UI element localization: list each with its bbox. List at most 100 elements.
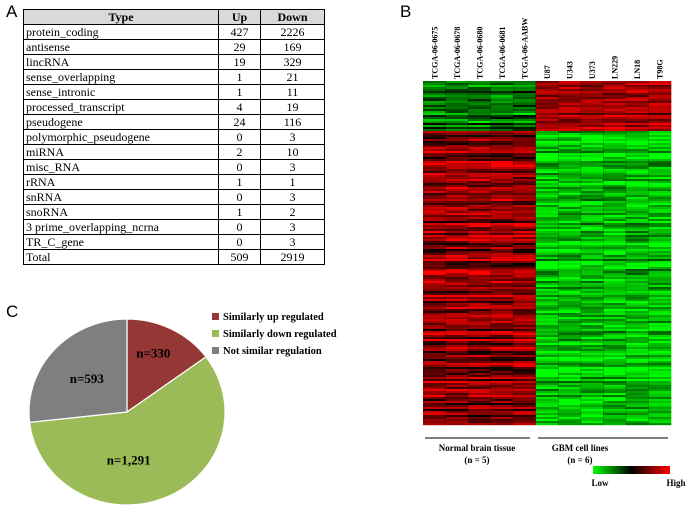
heatmap-cell: [535, 209, 559, 212]
heatmap-cell: [580, 311, 604, 314]
heatmap-cell: [603, 419, 627, 422]
heatmap-cell: [580, 365, 604, 368]
heatmap-cell: [468, 87, 491, 90]
heatmap-cell: [423, 119, 446, 122]
heatmap-cell: [513, 365, 537, 368]
heatmap-cell: [648, 277, 672, 280]
heatmap-cell: [603, 181, 627, 184]
heatmap-cell: [535, 329, 559, 332]
heatmap-cell: [535, 393, 559, 396]
heatmap-cell: [535, 335, 559, 338]
heatmap-cell: [423, 203, 446, 206]
heatmap-cell: [490, 201, 514, 204]
heatmap-cell: [580, 235, 604, 238]
heatmap-cell: [558, 337, 582, 340]
heatmap-cell: [580, 129, 604, 132]
heatmap-cell: [558, 379, 582, 382]
heatmap-cell: [513, 89, 537, 92]
heatmap-cell: [535, 131, 559, 134]
heatmap-cell: [558, 269, 582, 272]
heatmap-cell: [580, 191, 604, 194]
heatmap-cell: [535, 95, 559, 98]
heatmap-cell: [625, 341, 649, 344]
heatmap-cell: [625, 247, 649, 250]
heatmap-cell: [513, 405, 537, 408]
heatmap-cell: [535, 261, 559, 264]
heatmap-cell: [648, 291, 672, 294]
color-scale-bar: [593, 466, 670, 474]
heatmap-cell: [558, 399, 582, 402]
heatmap-cell: [468, 239, 491, 242]
heatmap-cell: [490, 279, 514, 282]
heatmap-cell: [513, 357, 537, 360]
heatmap-cell: [490, 129, 514, 132]
heatmap-cell: [423, 135, 446, 138]
heatmap-cell: [625, 335, 649, 338]
heatmap-cell: [648, 205, 672, 208]
heatmap-cell: [580, 359, 604, 362]
heatmap-cell: [580, 285, 604, 288]
heatmap-cell: [468, 293, 491, 296]
heatmap-cell: [648, 87, 672, 90]
heatmap-cell: [648, 131, 672, 134]
heatmap-cell: [468, 397, 491, 400]
heatmap-cell: [490, 247, 514, 250]
heatmap-cell: [558, 251, 582, 254]
heatmap-cell: [468, 327, 491, 330]
scale-low-label: Low: [591, 478, 609, 488]
heatmap-cell: [558, 217, 582, 220]
heatmap-cell: [423, 321, 446, 324]
heatmap-cell: [490, 391, 514, 394]
heatmap-cell: [513, 177, 537, 180]
heatmap-cell: [580, 333, 604, 336]
heatmap-cell: [625, 409, 649, 412]
heatmap-cell: [648, 383, 672, 386]
heatmap-cell: [648, 127, 672, 130]
heatmap-cell: [580, 357, 604, 360]
heatmap-cell: [490, 387, 514, 390]
heatmap-cell: [580, 185, 604, 188]
heatmap-cell: [423, 237, 446, 240]
heatmap-cell: [558, 201, 582, 204]
heatmap-cell: [535, 221, 559, 224]
heatmap-cell: [625, 219, 649, 222]
heatmap-cell: [423, 403, 446, 406]
heatmap-cell: [580, 255, 604, 258]
heatmap-cell: [423, 345, 446, 348]
heatmap-cell: [558, 277, 582, 280]
heatmap-cell: [468, 85, 491, 88]
heatmap-cell: [468, 341, 491, 344]
heatmap-cell: [625, 423, 649, 426]
table-row: miRNA 2 10: [23, 144, 325, 160]
heatmap-cell: [535, 233, 559, 236]
heatmap-cell: [490, 323, 514, 326]
heatmap-cell: [468, 227, 491, 230]
heatmap-cell: [513, 149, 537, 152]
heatmap-cell: [513, 415, 537, 418]
heatmap-cell: [468, 265, 491, 268]
heatmap-cell: [468, 361, 491, 364]
heatmap-cell: [580, 123, 604, 126]
heatmap-cell: [580, 387, 604, 390]
heatmap-cell: [603, 183, 627, 186]
heatmap-cell: [513, 243, 537, 246]
heatmap-cell: [513, 93, 537, 96]
heatmap-cell: [513, 297, 537, 300]
heatmap-cell: [513, 303, 537, 306]
heatmap-cell: [490, 367, 514, 370]
heatmap-cell: [490, 185, 514, 188]
heatmap-cell: [513, 263, 537, 266]
heatmap-cell: [535, 277, 559, 280]
heatmap-cell: [625, 325, 649, 328]
heatmap-cell: [648, 85, 672, 88]
heatmap-cell: [625, 289, 649, 292]
heatmap-cell: [445, 421, 469, 424]
heatmap-cell: [423, 281, 446, 284]
heatmap-cell: [558, 383, 582, 386]
heatmap-cell: [468, 127, 491, 130]
heatmap-cell: [603, 209, 627, 212]
group2-label: GBM cell lines: [552, 443, 609, 453]
heatmap-cell: [468, 205, 491, 208]
heatmap-cell: [558, 255, 582, 258]
heatmap-cell: [535, 289, 559, 292]
